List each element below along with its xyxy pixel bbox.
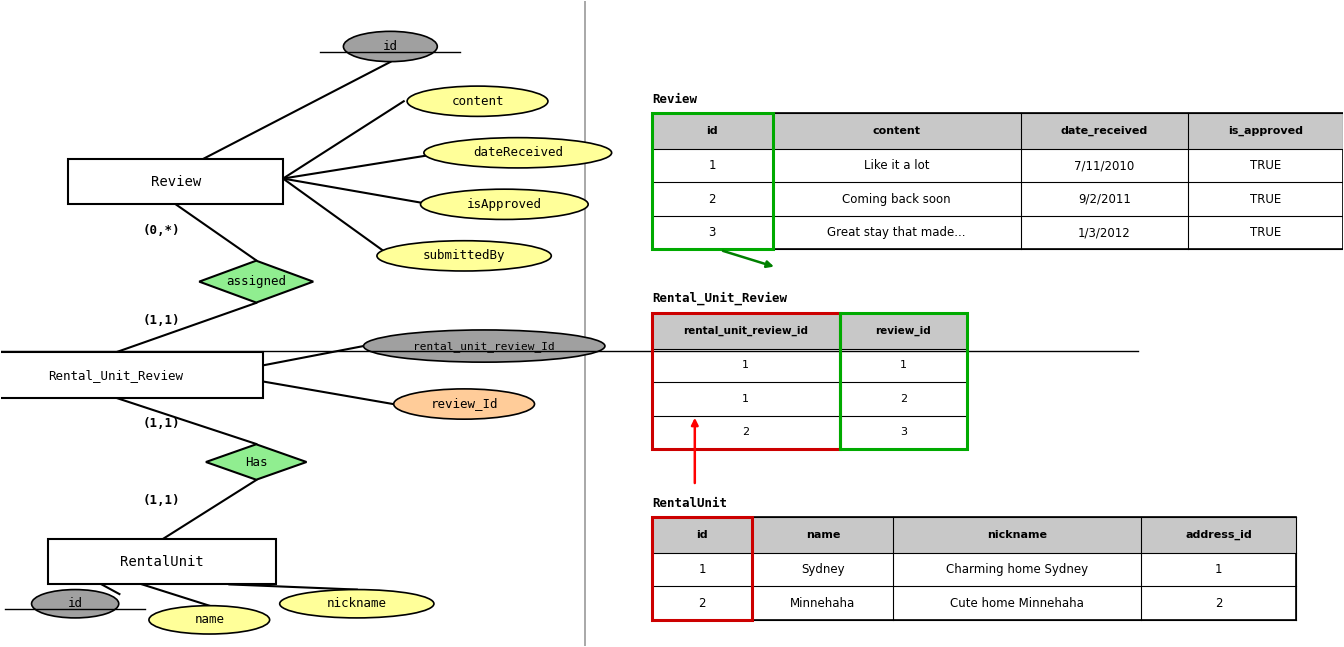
Text: Minnehaha: Minnehaha <box>790 597 856 609</box>
Text: id: id <box>707 126 718 137</box>
Polygon shape <box>206 444 306 479</box>
Text: rental_unit_review_Id: rental_unit_review_Id <box>414 340 555 351</box>
Ellipse shape <box>149 606 270 634</box>
FancyBboxPatch shape <box>652 518 1296 553</box>
Text: Cute home Minnehaha: Cute home Minnehaha <box>950 597 1085 609</box>
Text: TRUE: TRUE <box>1250 193 1281 206</box>
Text: 7/11/2010: 7/11/2010 <box>1074 159 1134 172</box>
Text: 1: 1 <box>900 360 907 370</box>
Text: Rental_Unit_Review: Rental_Unit_Review <box>48 369 183 382</box>
Text: assigned: assigned <box>226 275 286 288</box>
Text: 1/3/2012: 1/3/2012 <box>1078 226 1130 239</box>
Text: Great stay that made...: Great stay that made... <box>828 226 966 239</box>
Ellipse shape <box>376 241 551 271</box>
Text: isApproved: isApproved <box>466 198 542 211</box>
Text: content: content <box>872 126 921 137</box>
Text: Review: Review <box>652 93 698 105</box>
Text: is_approved: is_approved <box>1228 126 1302 137</box>
Text: address_id: address_id <box>1185 530 1251 540</box>
Text: 1: 1 <box>1215 563 1222 576</box>
Text: RentalUnit: RentalUnit <box>121 555 204 569</box>
Ellipse shape <box>344 31 437 61</box>
Text: Like it a lot: Like it a lot <box>864 159 930 172</box>
FancyBboxPatch shape <box>652 313 968 349</box>
Ellipse shape <box>31 589 118 618</box>
Ellipse shape <box>280 589 434 618</box>
Text: 3: 3 <box>900 428 907 437</box>
Text: id: id <box>383 40 398 53</box>
Text: (1,1): (1,1) <box>142 494 180 507</box>
FancyBboxPatch shape <box>652 313 968 449</box>
Text: TRUE: TRUE <box>1250 159 1281 172</box>
Text: id: id <box>67 597 83 610</box>
Text: review_Id: review_Id <box>430 397 497 411</box>
Ellipse shape <box>423 138 612 168</box>
Text: nickname: nickname <box>327 597 387 610</box>
Text: Rental_Unit_Review: Rental_Unit_Review <box>652 292 786 305</box>
FancyBboxPatch shape <box>652 518 1296 620</box>
Text: review_id: review_id <box>875 326 931 336</box>
Text: 1: 1 <box>699 563 706 576</box>
Polygon shape <box>199 261 313 303</box>
Text: RentalUnit: RentalUnit <box>652 497 727 510</box>
Text: content: content <box>452 94 504 108</box>
FancyBboxPatch shape <box>48 540 277 584</box>
FancyBboxPatch shape <box>652 113 1343 249</box>
Text: 2: 2 <box>742 428 750 437</box>
Text: Has: Has <box>245 455 267 468</box>
Text: submittedBy: submittedBy <box>423 249 505 262</box>
Text: name: name <box>805 530 840 540</box>
Text: rental_unit_review_id: rental_unit_review_id <box>683 326 808 336</box>
Text: Review: Review <box>151 175 200 189</box>
Text: TRUE: TRUE <box>1250 226 1281 239</box>
Text: Sydney: Sydney <box>801 563 844 576</box>
FancyBboxPatch shape <box>652 113 1343 149</box>
Text: dateReceived: dateReceived <box>473 146 563 159</box>
FancyBboxPatch shape <box>69 159 284 204</box>
Text: name: name <box>195 613 224 626</box>
Ellipse shape <box>421 189 589 219</box>
Text: nickname: nickname <box>988 530 1047 540</box>
Text: Coming back soon: Coming back soon <box>843 193 952 206</box>
Text: date_received: date_received <box>1060 126 1148 137</box>
Text: (1,1): (1,1) <box>142 417 180 430</box>
Text: (1,1): (1,1) <box>142 314 180 327</box>
Text: 2: 2 <box>708 193 716 206</box>
Text: 1: 1 <box>742 360 749 370</box>
Text: 2: 2 <box>699 597 706 609</box>
Text: 3: 3 <box>708 226 716 239</box>
Text: 1: 1 <box>708 159 716 172</box>
Ellipse shape <box>363 330 605 362</box>
FancyBboxPatch shape <box>0 353 263 398</box>
Text: 1: 1 <box>742 394 749 404</box>
Text: 2: 2 <box>899 394 907 404</box>
Text: 2: 2 <box>1215 597 1222 609</box>
Text: id: id <box>696 530 708 540</box>
Text: Charming home Sydney: Charming home Sydney <box>946 563 1089 576</box>
Ellipse shape <box>407 86 548 116</box>
Ellipse shape <box>394 389 535 419</box>
Text: (0,*): (0,*) <box>142 224 180 237</box>
Text: 9/2/2011: 9/2/2011 <box>1078 193 1132 206</box>
